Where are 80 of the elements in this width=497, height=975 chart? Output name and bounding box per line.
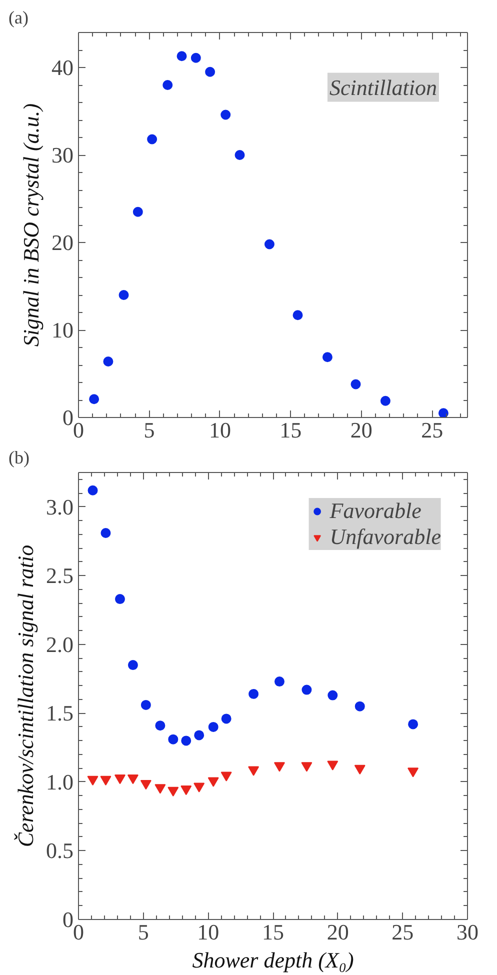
point: [147, 134, 158, 144]
chart-title: (b): [8, 448, 30, 468]
point: [176, 51, 187, 62]
point: [380, 396, 390, 406]
legend-label: Favorable: [330, 498, 422, 524]
x-tick-label: 15: [262, 920, 284, 944]
point: [155, 720, 166, 731]
x-tick-label: 5: [138, 920, 149, 944]
point: [168, 734, 178, 744]
point: [274, 676, 284, 687]
x-tick-label: 25: [421, 418, 444, 442]
point: [354, 701, 365, 712]
point: [234, 150, 245, 160]
point: [89, 394, 100, 404]
point: [248, 766, 260, 776]
point: [264, 239, 274, 250]
x-tick-label: 20: [326, 920, 349, 944]
point: [408, 719, 418, 730]
y-tick-label: 30: [52, 142, 74, 168]
y-axis-title: Čerenkov/scintillation signal ratio: [13, 544, 38, 848]
chart-title: (a): [8, 8, 28, 28]
point: [181, 736, 192, 746]
point: [88, 485, 98, 496]
point: [220, 110, 231, 120]
point: [328, 690, 338, 700]
x-tick-label: 20: [350, 418, 372, 442]
point: [140, 700, 151, 710]
point: [205, 66, 216, 77]
point: [354, 764, 366, 774]
point: [194, 782, 205, 792]
point: [208, 777, 219, 787]
point: [87, 776, 98, 786]
point: [168, 786, 179, 796]
point: [103, 356, 114, 366]
point: [301, 762, 312, 772]
y-axis-title: Signal in BSO crystal (a.u.): [18, 103, 44, 347]
point: [132, 206, 143, 217]
point: [100, 776, 112, 786]
x-tick-label: 30: [456, 920, 478, 944]
point: [162, 80, 173, 90]
point: [292, 310, 303, 320]
point: [248, 688, 259, 699]
point: [140, 780, 152, 790]
point: [194, 730, 204, 740]
y-tick-label: 2.5: [46, 563, 74, 588]
x-tick-label: 10: [197, 920, 220, 944]
x-tick-label: 15: [280, 418, 302, 442]
y-tick-label: 3.0: [46, 494, 74, 520]
y-tick-label: 20: [52, 230, 74, 255]
annotation: Scintillation: [329, 74, 438, 100]
y-tick-label: 2.0: [46, 632, 74, 657]
point: [220, 772, 232, 782]
point: [221, 714, 232, 724]
point: [100, 528, 111, 538]
point: [118, 290, 129, 300]
point: [438, 408, 448, 418]
x-tick-label: 25: [392, 920, 414, 944]
point: [180, 785, 192, 796]
x-tick-label: 5: [144, 418, 155, 442]
point: [154, 784, 166, 794]
y-tick-label: 10: [52, 318, 74, 342]
point: [127, 774, 138, 784]
point: [128, 660, 138, 670]
point: [327, 760, 338, 770]
point: [302, 684, 312, 695]
y-tick-label: 0.5: [46, 838, 74, 864]
point: [114, 774, 126, 784]
y-tick-label: 1.5: [46, 700, 74, 726]
point: [208, 722, 218, 732]
point: [274, 762, 285, 772]
x-tick-label: 10: [208, 418, 231, 442]
x-axis-title: Shower depth (X₀): [192, 948, 354, 972]
y-tick-label: 1.0: [46, 769, 74, 794]
y-tick-label: 40: [52, 55, 74, 80]
point: [350, 379, 361, 390]
legend-label: Unfavorable: [330, 524, 441, 550]
point: [408, 768, 419, 778]
point: [114, 594, 125, 604]
point: [190, 52, 201, 63]
point: [322, 352, 332, 362]
